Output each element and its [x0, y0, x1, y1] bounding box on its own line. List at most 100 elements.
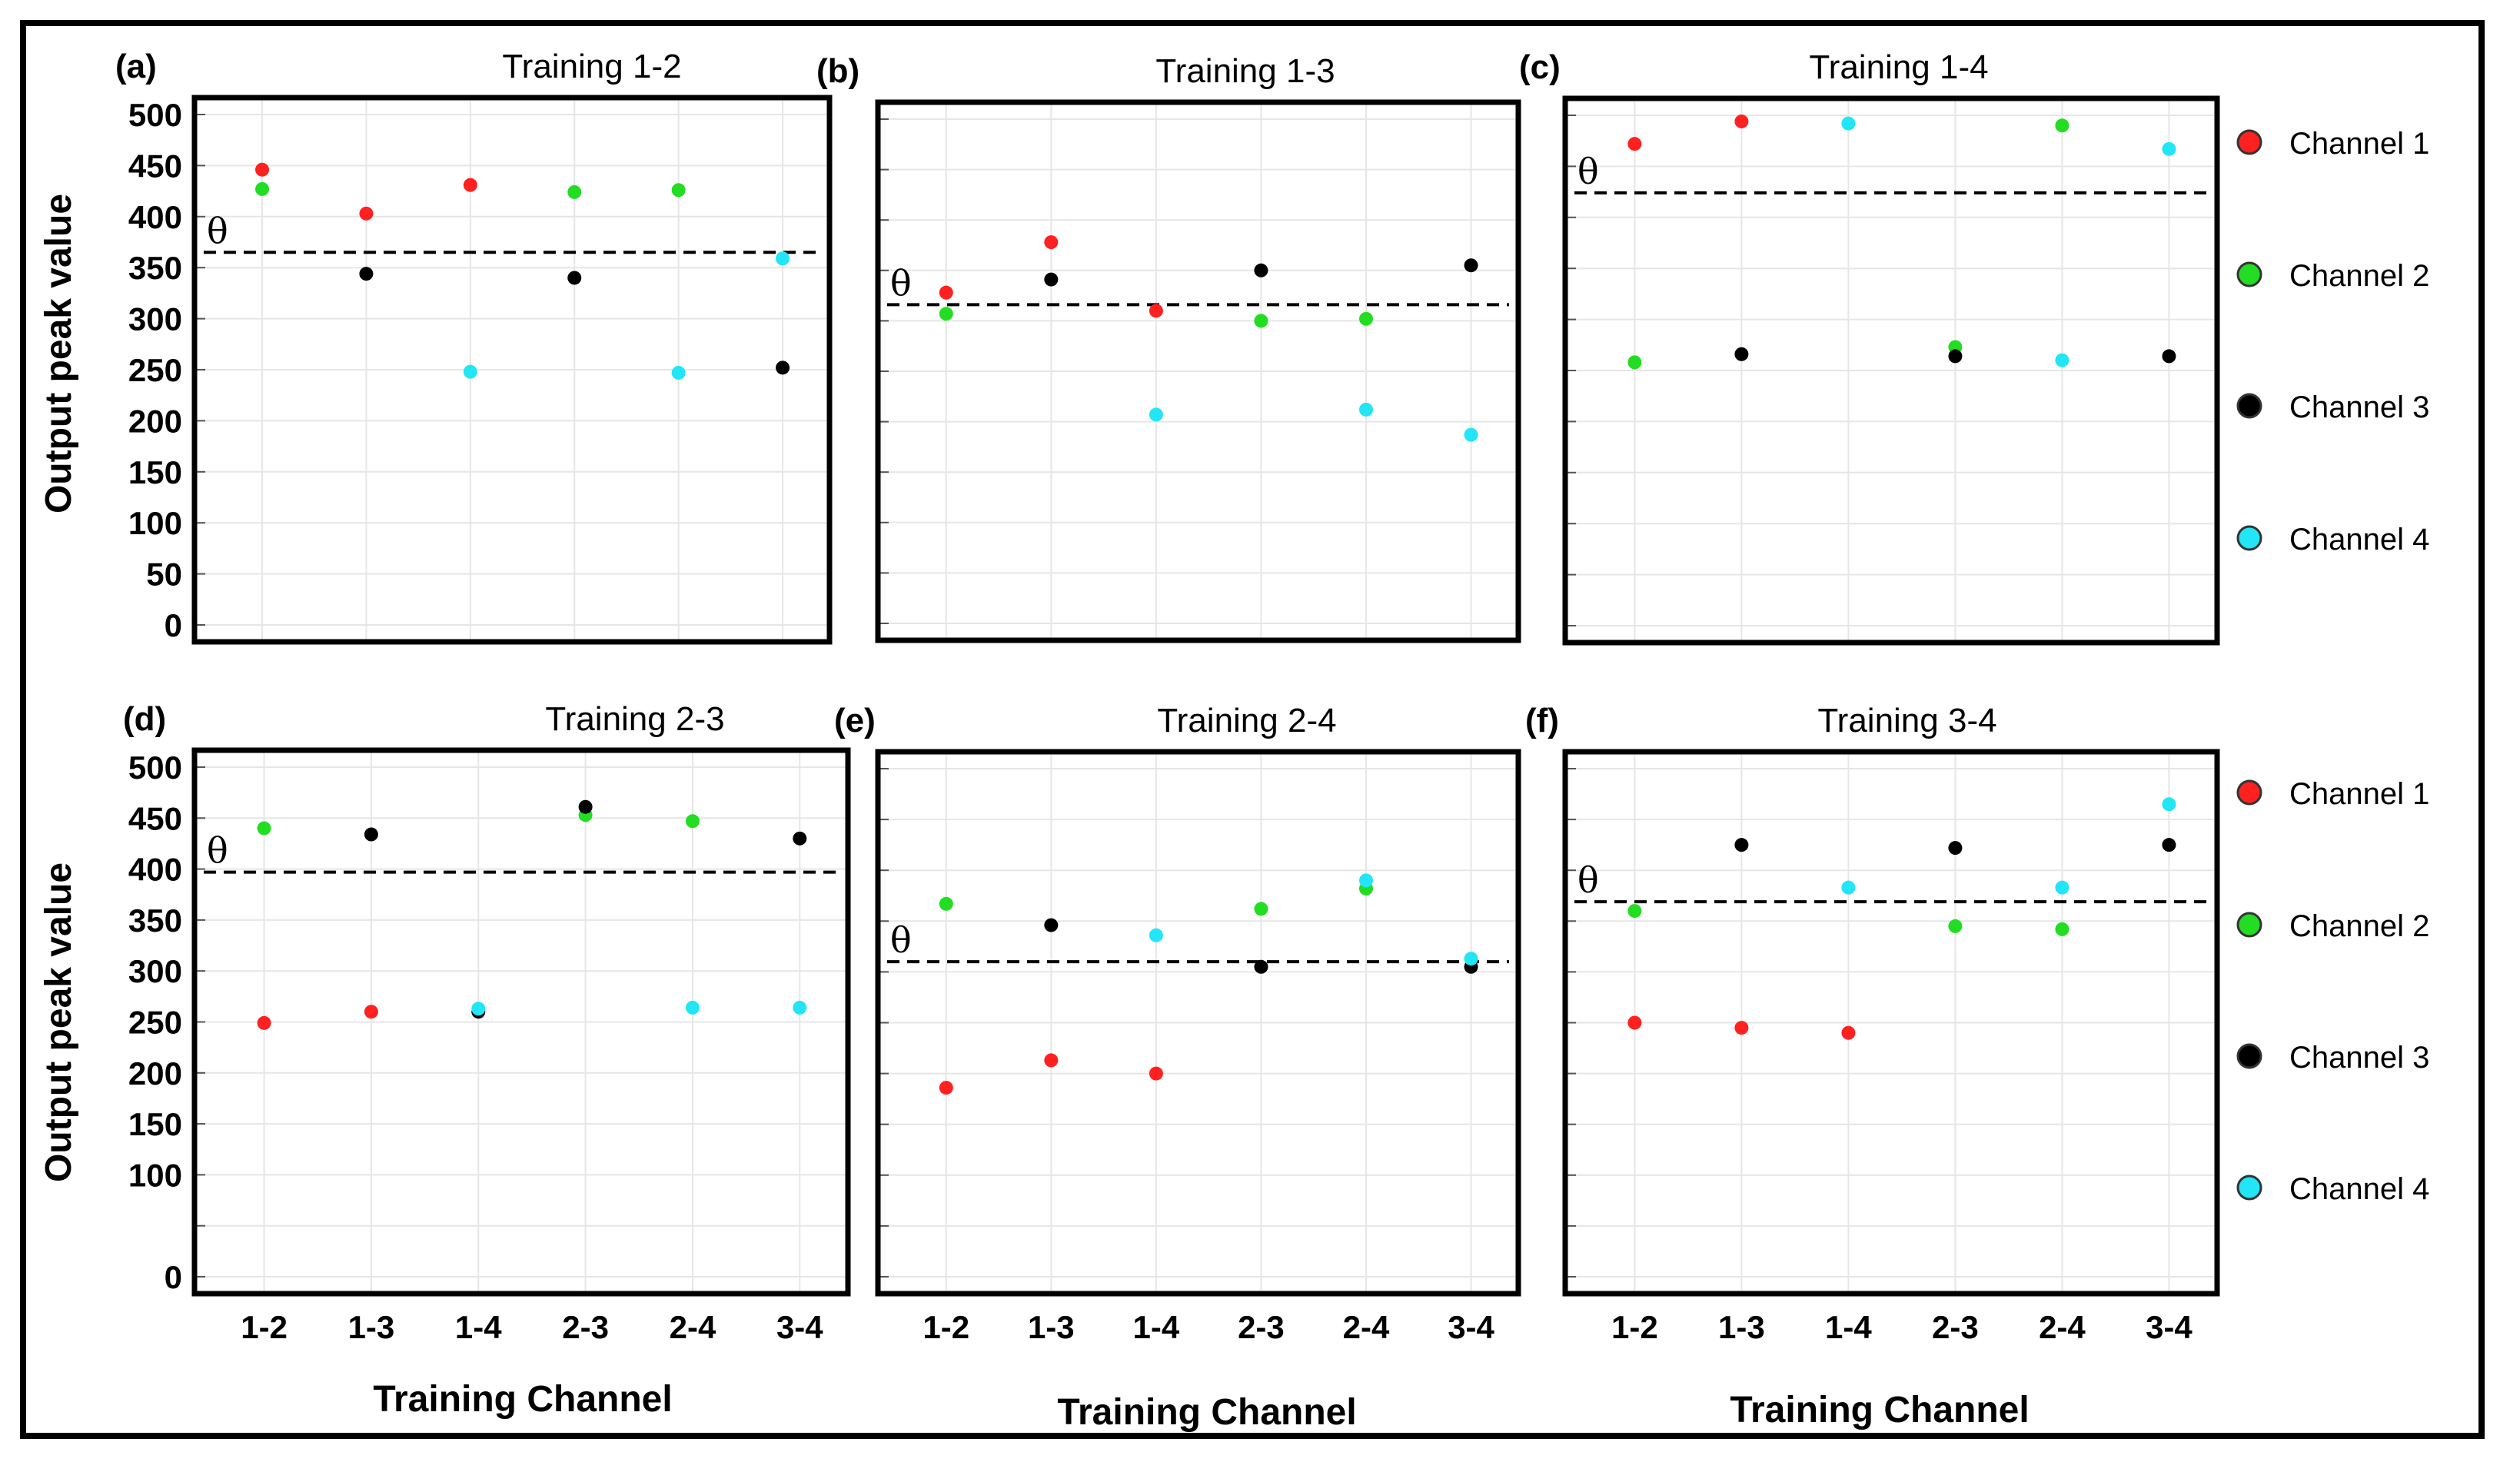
data-point-channel-4 — [1464, 952, 1478, 966]
data-point-channel-3 — [364, 827, 378, 842]
panel-title: Training 2-3 — [545, 700, 724, 738]
data-point-channel-1 — [1149, 304, 1163, 318]
panel-frame — [875, 749, 1521, 1297]
data-point-channel-1 — [1734, 1021, 1749, 1035]
data-point-channel-2 — [257, 821, 271, 836]
data-point-channel-4 — [2162, 797, 2176, 812]
x-tick-label: 1-2 — [923, 1309, 969, 1345]
figure-frame — [20, 20, 2485, 1439]
x-tick-label: 1-4 — [1133, 1309, 1180, 1345]
legend-label: Channel 1 — [2289, 777, 2429, 811]
data-point-channel-4 — [1464, 427, 1478, 442]
data-point-channel-3 — [793, 831, 807, 846]
legend-label: Channel 1 — [2289, 127, 2429, 161]
data-point-channel-2 — [1254, 902, 1268, 916]
data-point-channel-1 — [463, 178, 477, 192]
y-tick-label: 350 — [128, 250, 182, 286]
data-point-channel-4 — [2055, 880, 2070, 895]
y-tick-label: 150 — [128, 454, 182, 490]
data-point-channel-1 — [257, 1015, 271, 1030]
x-tick-label: 1-3 — [348, 1309, 395, 1345]
y-tick-label: 0 — [165, 607, 182, 643]
threshold-label: θ — [1577, 859, 1599, 901]
data-point-channel-2 — [567, 184, 582, 199]
legend-label: Channel 4 — [2289, 1172, 2429, 1206]
data-point-channel-4 — [776, 251, 790, 266]
y-tick-label: 500 — [128, 749, 182, 786]
data-point-channel-4 — [793, 1000, 807, 1015]
x-axis-label: Training Channel — [373, 1379, 672, 1420]
x-tick-label: 2-4 — [670, 1309, 716, 1345]
data-point-channel-2 — [939, 307, 953, 321]
data-point-channel-4 — [1149, 928, 1163, 942]
legend-marker-channel-2 — [2236, 261, 2262, 287]
x-tick-label: 2-3 — [562, 1309, 609, 1345]
y-tick-label: 100 — [128, 1157, 182, 1193]
y-tick-label: 450 — [128, 148, 182, 184]
data-point-channel-1 — [1044, 235, 1059, 250]
threshold-label: θ — [207, 830, 228, 872]
data-point-channel-4 — [1149, 407, 1163, 422]
panel-frame — [875, 99, 1521, 643]
threshold-label: θ — [207, 210, 228, 251]
data-point-channel-4 — [1841, 116, 1856, 131]
y-tick-label: 450 — [128, 800, 182, 836]
x-tick-label: 2-4 — [1343, 1309, 1390, 1345]
data-point-channel-1 — [939, 285, 953, 300]
data-point-channel-2 — [1627, 355, 1642, 370]
data-point-channel-1 — [1044, 1053, 1059, 1068]
panel-title: Training 3-4 — [1817, 702, 1996, 739]
data-point-channel-1 — [255, 162, 270, 177]
data-point-channel-3 — [1254, 263, 1268, 277]
data-point-channel-3 — [1948, 349, 1963, 364]
panel-letter: (d) — [123, 700, 166, 738]
data-point-channel-3 — [578, 799, 593, 814]
y-tick-label: 300 — [128, 301, 182, 337]
data-point-channel-4 — [1358, 873, 1373, 888]
data-point-channel-2 — [1627, 904, 1642, 919]
data-point-channel-2 — [2055, 118, 2070, 133]
panel-title: Training 2-4 — [1157, 702, 1336, 739]
data-point-channel-1 — [364, 1005, 378, 1019]
x-tick-label: 1-4 — [455, 1309, 502, 1345]
y-tick-label: 250 — [128, 352, 182, 388]
data-point-channel-3 — [2162, 349, 2176, 364]
data-point-channel-1 — [359, 206, 374, 221]
legend-marker-channel-4 — [2236, 1175, 2262, 1201]
legend-marker-channel-2 — [2236, 912, 2262, 938]
legend-marker-channel-1 — [2236, 129, 2262, 155]
legend-marker-channel-1 — [2236, 779, 2262, 806]
legend-label: Channel 2 — [2289, 909, 2429, 943]
data-point-channel-3 — [2162, 838, 2176, 852]
panel-letter: (c) — [1519, 48, 1561, 86]
panel-title: Training 1-4 — [1809, 48, 1988, 86]
data-point-channel-2 — [1358, 311, 1373, 326]
panel-frame — [191, 747, 851, 1297]
data-point-channel-3 — [1044, 272, 1059, 287]
data-point-channel-4 — [671, 365, 686, 380]
y-tick-label: 400 — [128, 199, 182, 235]
y-tick-label: 200 — [128, 403, 182, 439]
data-point-channel-1 — [1627, 137, 1642, 151]
y-tick-label: 350 — [128, 902, 182, 939]
threshold-label: θ — [890, 919, 912, 961]
data-point-channel-3 — [1734, 838, 1749, 852]
x-tick-label: 3-4 — [1448, 1309, 1494, 1345]
panel-letter: (a) — [115, 48, 157, 85]
data-point-channel-4 — [2162, 141, 2176, 156]
x-tick-label: 1-2 — [1611, 1309, 1658, 1345]
legend-marker-channel-3 — [2236, 393, 2262, 419]
panel-frame — [1562, 749, 2220, 1297]
y-tick-label: 50 — [146, 557, 182, 593]
y-tick-label: 100 — [128, 505, 182, 541]
data-point-channel-4 — [1358, 402, 1373, 417]
panel-letter: (f) — [1525, 702, 1559, 739]
panel-title: Training 1-3 — [1155, 52, 1335, 90]
x-tick-label: 3-4 — [2146, 1309, 2193, 1345]
data-point-channel-3 — [1254, 959, 1268, 974]
threshold-label: θ — [1577, 151, 1599, 192]
data-point-channel-3 — [1948, 841, 1963, 856]
data-point-channel-1 — [1841, 1025, 1856, 1040]
panel-letter: (b) — [816, 52, 859, 90]
